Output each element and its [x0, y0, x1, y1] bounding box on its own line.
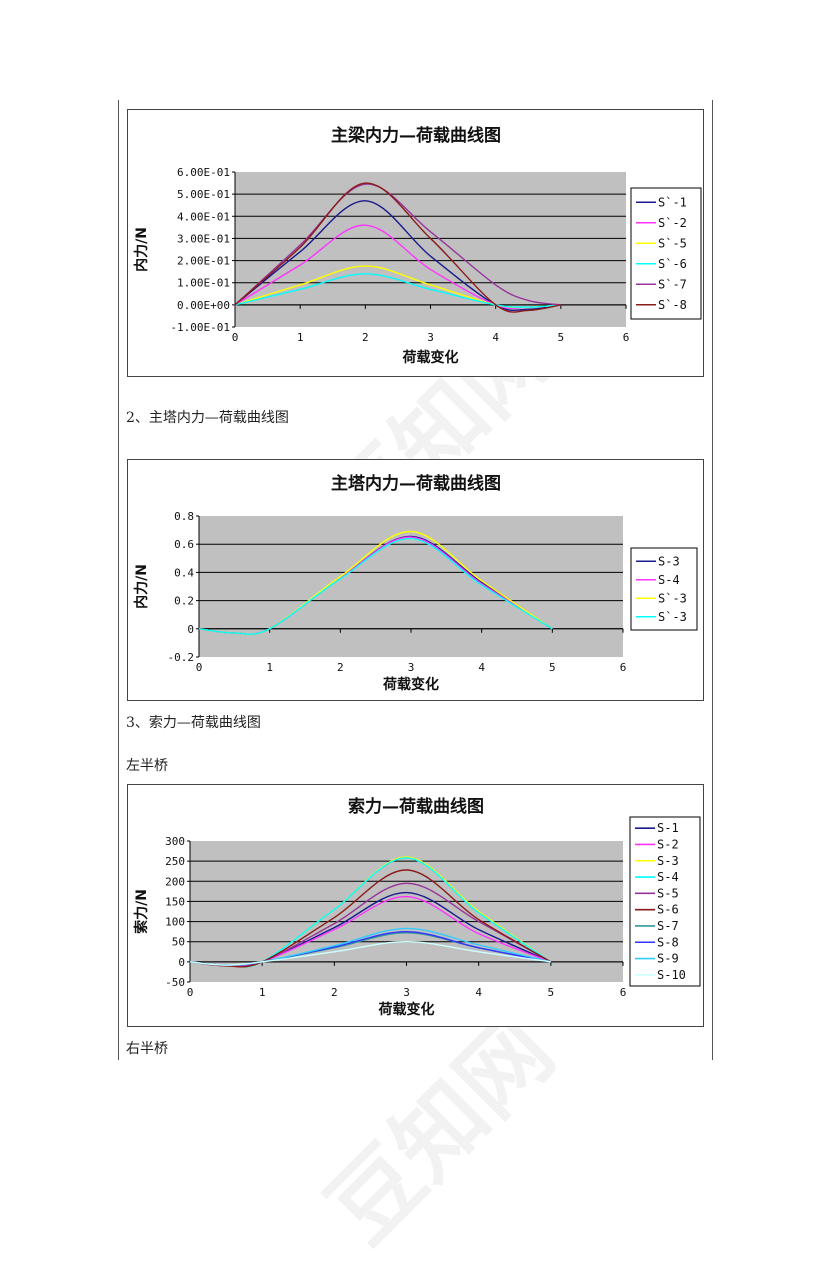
series-line: [189, 869, 552, 968]
x-tick-label: 3: [427, 331, 434, 344]
y-tick-label: 150: [165, 895, 185, 908]
x-tick-label: 6: [623, 331, 630, 344]
y-tick-label: 200: [165, 875, 185, 888]
legend-label: S-3: [657, 854, 679, 868]
series-line: [234, 182, 561, 313]
chart-girder-force: 主梁内力—荷载曲线图 6.00E-01 5.00E-01 4.00E-01 3.00E-…: [127, 109, 704, 377]
legend-label: S`-5: [658, 236, 687, 250]
x-tick-label: 3: [403, 986, 410, 999]
legend-label: S-4: [658, 573, 680, 587]
chart-tower-force: 主塔内力—荷载曲线图 0.8 0.6 0.4 0.2 0 -0.2 0 1 2 3 4 5 6 荷载变化 内力…: [127, 459, 704, 701]
chart-cable-force-left: 索力—荷载曲线图 300 250 200 150 100 50 0 -50 0 1 2 3 4 5 6 荷载变化…: [127, 784, 704, 1027]
y-tick-label: 0.2: [174, 595, 194, 608]
y-tick-label: -50: [165, 976, 185, 989]
x-tick-label: 1: [297, 331, 304, 344]
chart-legend: S`-1 S`-2 S`-5 S`-6 S`-7 S`-8: [630, 187, 702, 320]
x-tick-label: 1: [259, 986, 266, 999]
legend-label: S-9: [657, 952, 679, 966]
y-tick-label: 6.00E-01: [177, 166, 230, 179]
table-border-right: [712, 100, 713, 1060]
x-tick-label: 0: [232, 331, 239, 344]
y-axis-title: 内力/N: [133, 227, 150, 272]
x-tick-label: 4: [475, 986, 482, 999]
y-tick-label: 0.00E+00: [177, 299, 230, 312]
x-tick-label: 2: [362, 331, 369, 344]
chart-girder-svg: 主梁内力—荷载曲线图 6.00E-01 5.00E-01 4.00E-01 3.00E-…: [133, 125, 702, 366]
chart-title: 主梁内力—荷载曲线图: [331, 125, 501, 146]
chart-title: 主塔内力—荷载曲线图: [331, 473, 501, 494]
table-border-left: [118, 100, 119, 1060]
caption-cable-section: 3、索力—荷载曲线图: [126, 715, 261, 731]
legend-label: S`-8: [658, 298, 687, 312]
legend-label: S-7: [657, 919, 679, 933]
y-tick-label: 2.00E-01: [177, 255, 230, 268]
legend-label: S`-2: [658, 216, 687, 230]
y-tick-label: 50: [172, 936, 185, 949]
y-tick-label: 3.00E-01: [177, 232, 230, 245]
x-tick-label: 2: [331, 986, 338, 999]
plot-area: [190, 841, 623, 982]
legend-label: S`-3: [658, 591, 687, 605]
y-tick-label: 1.00E-01: [177, 277, 230, 290]
x-tick-label: 4: [478, 661, 485, 674]
legend-label: S`-6: [658, 257, 687, 271]
y-tick-label: 0.8: [174, 510, 194, 523]
y-tick-label: 300: [165, 835, 185, 848]
x-tick-label: 2: [337, 661, 344, 674]
caption-tower-section: 2、主塔内力—荷载曲线图: [126, 410, 289, 426]
series-line: [234, 183, 561, 306]
y-tick-label: -0.2: [168, 651, 195, 664]
legend-label: S`-7: [658, 277, 687, 291]
legend-label: S-2: [657, 837, 679, 851]
x-tick-label: 0: [187, 986, 194, 999]
chart-title: 索力—荷载曲线图: [348, 796, 484, 817]
y-axis-title: 内力/N: [133, 564, 150, 609]
x-tick-label: 5: [558, 331, 565, 344]
series-line: [189, 941, 551, 966]
x-tick-label: 6: [620, 986, 627, 999]
series-line: [198, 537, 553, 636]
caption-left-half-bridge: 左半桥: [126, 758, 168, 774]
y-tick-label: 4.00E-01: [177, 210, 230, 223]
y-tick-label: 100: [165, 916, 185, 929]
legend-label: S-3: [658, 554, 680, 568]
x-tick-label: 4: [492, 331, 499, 344]
series-line: [234, 200, 561, 312]
x-tick-label: 3: [408, 661, 415, 674]
y-tick-label: 5.00E-01: [177, 188, 230, 201]
x-axis-title: 荷载变化: [382, 676, 439, 693]
x-tick-label: 5: [548, 986, 555, 999]
x-axis-title: 荷载变化: [402, 349, 459, 366]
chart-legend: S-3 S-4 S`-3 S`-3: [630, 547, 698, 631]
x-tick-label: 0: [196, 661, 203, 674]
legend-label: S-10: [657, 968, 686, 982]
y-tick-label: -1.00E-01: [170, 321, 230, 334]
y-axis-title: 索力/N: [133, 889, 150, 934]
legend-label: S-1: [657, 821, 679, 835]
x-tick-label: 5: [549, 661, 556, 674]
legend-label: S-8: [657, 935, 679, 949]
y-tick-label: 250: [165, 855, 185, 868]
plot-area: [199, 516, 623, 657]
y-tick-label: 0.4: [174, 566, 194, 579]
legend-label: S`-1: [658, 195, 687, 209]
y-tick-label: 0: [178, 956, 185, 969]
caption-right-half-bridge: 右半桥: [126, 1041, 168, 1057]
legend-label: S-6: [657, 903, 679, 917]
legend-label: S-4: [657, 870, 679, 884]
legend-label: S`-3: [658, 610, 687, 624]
y-tick-label: 0.6: [174, 538, 194, 551]
x-tick-label: 6: [620, 661, 627, 674]
chart-legend: S-1 S-2 S-3 S-4 S-5 S-6 S-7 S-8 S-9 S-10: [629, 816, 701, 987]
legend-label: S-5: [657, 886, 679, 900]
series-line: [234, 273, 561, 308]
plot-area: [235, 172, 626, 327]
y-tick-label: 0: [187, 623, 194, 636]
x-tick-label: 1: [266, 661, 273, 674]
x-axis-title: 荷载变化: [378, 1001, 435, 1018]
